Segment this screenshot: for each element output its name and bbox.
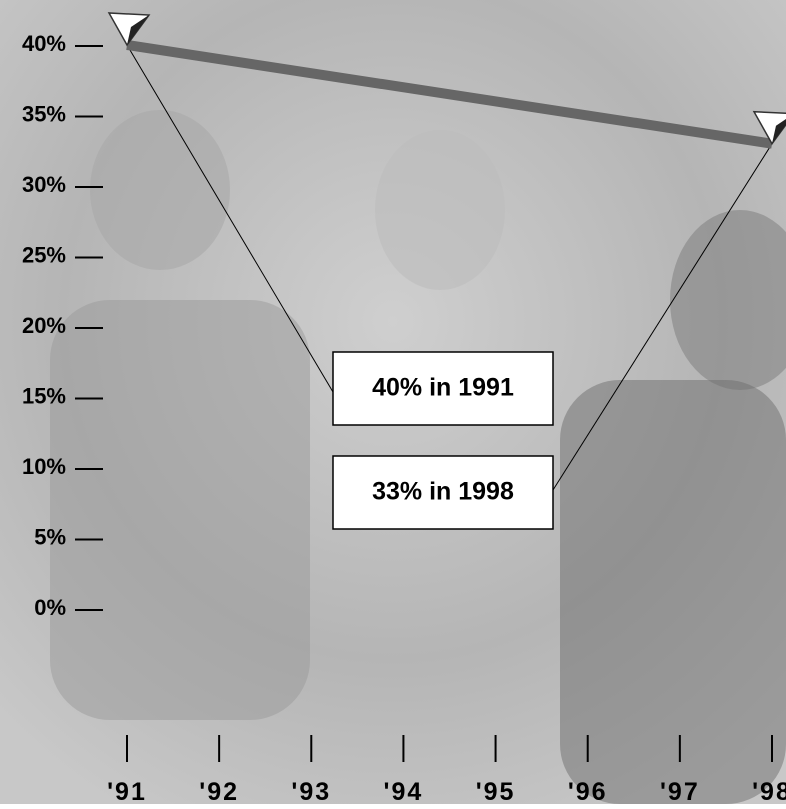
x-tick-label: '98 (752, 778, 786, 804)
y-tick-label: 15% (22, 383, 66, 408)
y-tick-label: 10% (22, 454, 66, 479)
y-tick-label: 20% (22, 313, 66, 338)
x-tick-label: '93 (291, 778, 331, 804)
y-tick-label: 5% (34, 524, 66, 549)
y-tick-label: 40% (22, 31, 66, 56)
y-tick-label: 30% (22, 172, 66, 197)
photo-figure (90, 110, 230, 270)
y-tick-label: 35% (22, 101, 66, 126)
x-tick-label: '95 (476, 778, 516, 804)
photo-figure (50, 300, 310, 720)
callout-box (332, 455, 554, 530)
photo-figure (560, 380, 786, 804)
callout-box (332, 351, 554, 426)
photo-figure (375, 130, 505, 290)
y-tick-label: 0% (34, 595, 66, 620)
y-tick-label: 25% (22, 242, 66, 267)
x-tick-label: '94 (384, 778, 424, 804)
x-tick-label: '96 (568, 778, 608, 804)
x-tick-label: '92 (199, 778, 239, 804)
callout-label: 40% in 1991 (372, 374, 514, 402)
photo-figure (670, 210, 786, 390)
callout-leader (552, 143, 773, 491)
x-tick-label: '91 (107, 778, 147, 804)
callout-label: 33% in 1998 (372, 478, 514, 506)
point-marker-shade (772, 119, 786, 144)
callout-leader (126, 44, 334, 393)
data-line (126, 40, 773, 149)
point-marker-shade (127, 15, 149, 45)
x-tick-label: '97 (660, 778, 700, 804)
